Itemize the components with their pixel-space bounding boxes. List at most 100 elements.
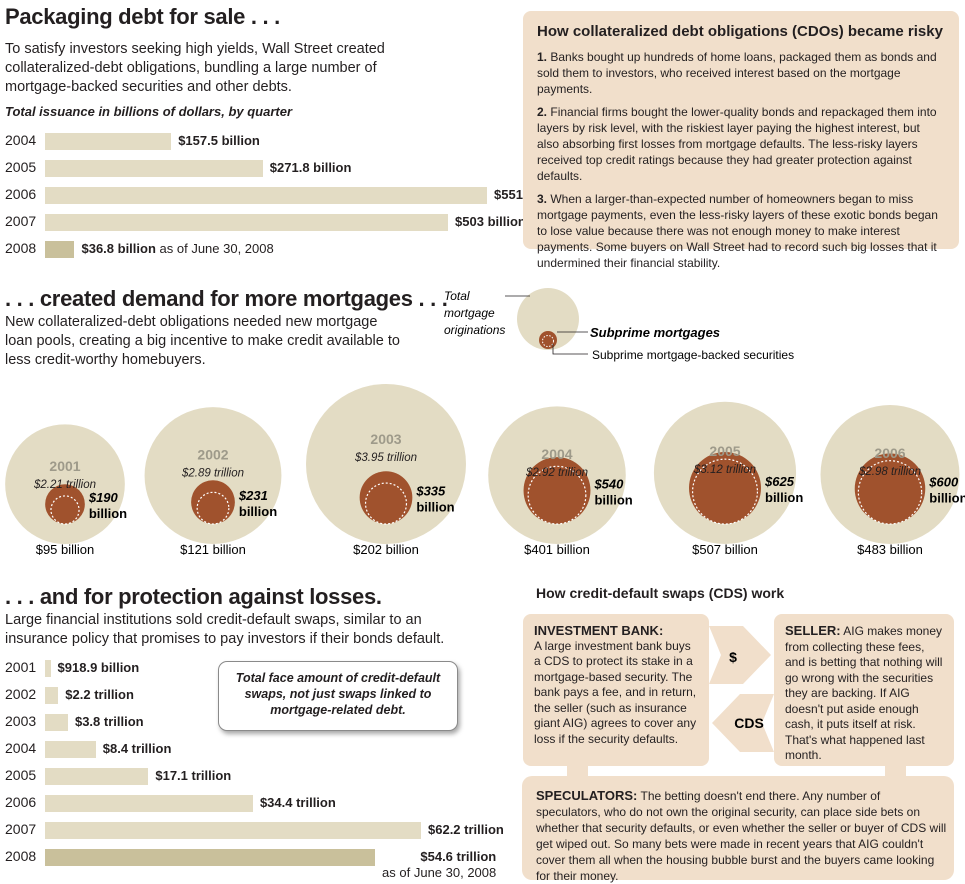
seller-heading: SELLER: (785, 623, 841, 638)
bar-value-label: $503 billion (455, 214, 526, 229)
securities-circle (364, 482, 408, 525)
bar-value: $503 billion (455, 214, 526, 229)
investment-bank-box: INVESTMENT BANK: A large investment bank… (523, 614, 709, 766)
speculators-heading: SPECULATORS: (536, 788, 638, 803)
section3-intro: Large financial institutions sold credit… (5, 612, 445, 647)
bubble-subprime-unit: billion (239, 504, 277, 519)
bubble-subprime-label: $540 (593, 477, 624, 492)
bar-value: $2.2 trillion (65, 687, 134, 702)
bar-value: $271.8 billion (269, 160, 352, 175)
bar-year-label: 2001 (5, 659, 37, 675)
seller-box: SELLER: AIG makes money from collecting … (774, 614, 954, 766)
securities-circle (691, 458, 759, 525)
bar-2004 (45, 741, 96, 758)
bar-year-label: 2006 (5, 794, 37, 810)
bar-value-label: $918.9 billion (58, 660, 140, 675)
speculators-box-bg (522, 776, 954, 880)
section2-intro: New collateralized-debt obligations need… (5, 314, 400, 368)
bubble-year-label: 2002 (197, 447, 228, 463)
legend-total-label-2: mortgage (444, 306, 495, 320)
bar-value-label: $3.8 trillion (75, 714, 144, 729)
bar-2007 (45, 214, 449, 231)
cdo-step-1: 1. Banks bought up hundreds of home loan… (537, 50, 937, 96)
bar-value: $918.9 billion (57, 660, 140, 675)
bar-2001 (45, 660, 51, 677)
bar-2006 (45, 795, 253, 812)
cdo-step-2: 2. Financial firms bought the lower-qual… (537, 105, 937, 183)
bar-2008 (45, 849, 376, 866)
cds-arrow-label: CDS (734, 715, 764, 731)
mortgage-bubble-chart: 2001 $2.21 trillion$190 billion $95 billion… (5, 384, 965, 557)
bubble-total-label: $2.98 trillion (858, 466, 921, 478)
total-originations-circle (306, 384, 466, 544)
subprime-circle (854, 453, 926, 524)
section1-title: Packaging debt for sale . . . (5, 4, 280, 29)
bar-value: $34.4 trillion (259, 795, 336, 810)
bar-year-label: 2004 (5, 132, 37, 148)
bubble-securities-label: $121 billion (180, 542, 246, 557)
bubble-total-label: $2.92 trillion (525, 467, 588, 479)
bar-year-label: 2005 (5, 767, 37, 783)
securities-circle (857, 460, 923, 525)
bubble-legend: Total mortgage originations Subprime mor… (444, 288, 794, 362)
subprime-circle (191, 480, 235, 524)
speculators-text: The betting doesn't end there. Any numbe… (536, 789, 947, 883)
bubble-subprime-label: $190 (88, 490, 119, 505)
bar-value: $54.6 trillion (420, 849, 497, 864)
bar-value: $8.4 trillion (102, 741, 172, 756)
bar-value-label: $17.1 trillion (155, 768, 231, 783)
bar-value-label: $157.5 billion (178, 133, 260, 148)
bar-year-label: 2008 (5, 240, 37, 256)
bar-2004 (45, 133, 172, 150)
bar-year-label: 2006 (5, 186, 37, 202)
fee-dollar-label: $ (729, 649, 737, 665)
bar-value-label: $62.2 trillion (428, 822, 504, 837)
bar-2008 (45, 241, 75, 258)
bar-value-label: $34.4 trillion (260, 795, 336, 810)
bubble-year-label: 2005 (709, 443, 740, 459)
cds-callout: Total face amount of credit-default swap… (218, 661, 458, 731)
cds-arrows: $ CDS (709, 626, 774, 752)
legend-total-label-1: Total (444, 289, 470, 303)
bar-year-label: 2007 (5, 821, 37, 837)
bar-value-note: as of June 30, 2008 (382, 865, 497, 880)
bar-value-note: as of June 30, 2008 (155, 241, 274, 256)
bar-value-label: $54.6 trillion as of June 30, 2008 (382, 849, 496, 880)
bubble-subprime-unit: billion (416, 500, 454, 515)
bubble-year-label: 2003 (370, 431, 401, 447)
bar-2007 (45, 822, 421, 839)
legend-securities-circle (542, 335, 554, 347)
cdo-step-3: 3. When a larger-than-expected number of… (537, 192, 938, 270)
securities-circle (196, 491, 230, 525)
bubble-securities-label: $95 billion (36, 542, 95, 557)
legend-subprime-circle (539, 331, 557, 349)
bar-2005 (45, 160, 263, 177)
bar-value-label: $2.2 trillion (65, 687, 134, 702)
seller-text: AIG makes money from collecting these fe… (785, 624, 943, 762)
bubble-subprime-label: $600 (928, 475, 959, 490)
bubble-subprime-unit: billion (594, 493, 632, 508)
cdo-chart-subtitle: Total issuance in billions of dollars, b… (5, 104, 293, 119)
cds-box-title: How credit-default swaps (CDS) work (536, 585, 785, 601)
bubble-year-label: 2001 (49, 458, 80, 474)
bubble-year-label: 2006 (874, 445, 905, 461)
bubble-total-label: $2.21 trillion (33, 479, 96, 491)
bar-value: $3.8 trillion (74, 714, 144, 729)
cdo-box-title: How collateralized debt obligations (CDO… (537, 23, 943, 40)
legend-subprime-label: Subprime mortgages (590, 325, 720, 340)
bar-2005 (45, 768, 149, 785)
total-originations-circle (144, 407, 282, 544)
bubble-subprime-unit: billion (929, 491, 965, 506)
bubble-subprime-label: $625 (764, 474, 795, 489)
fee-arrow-right (709, 626, 771, 684)
bubble-total-label: $3.95 trillion (354, 452, 417, 464)
bubble-subprime-label: $231 (238, 488, 268, 503)
section1-intro: To satisfy investors seeking high yields… (5, 41, 385, 95)
bubble-securities-label: $202 billion (353, 542, 419, 557)
bar-value: $62.2 trillion (428, 822, 504, 837)
subprime-circle (689, 452, 761, 524)
subprime-circle (523, 457, 591, 524)
section3-title: . . . and for protection against losses. (5, 584, 382, 609)
legend-total-label-3: originations (444, 323, 505, 337)
bubble-securities-label: $483 billion (857, 542, 923, 557)
